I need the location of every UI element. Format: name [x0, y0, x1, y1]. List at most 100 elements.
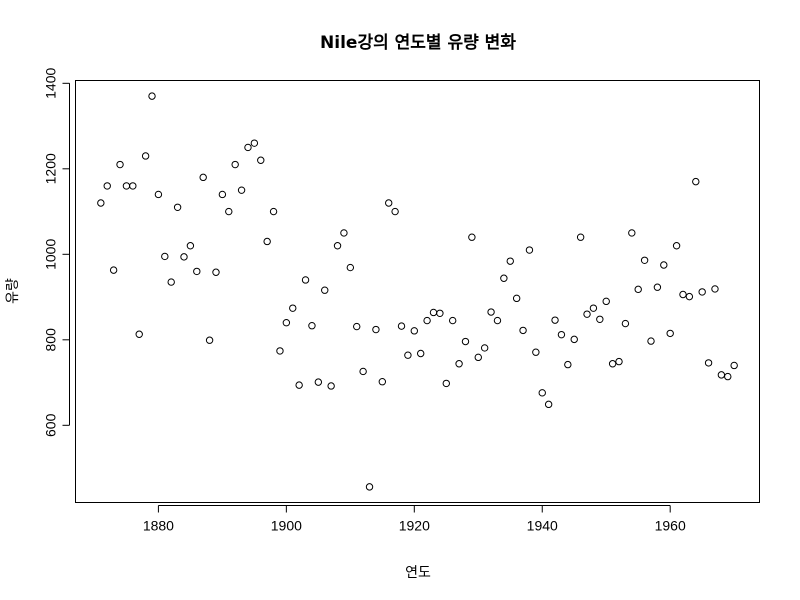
data-point [372, 325, 380, 334]
data-point [583, 310, 591, 318]
data-point [685, 292, 694, 301]
data-point [333, 242, 342, 250]
x-tick-label: 1960 [655, 518, 686, 534]
data-point [602, 297, 610, 306]
data-point [487, 308, 495, 316]
data-point [544, 400, 553, 409]
data-point [468, 233, 476, 241]
data-point [103, 182, 111, 190]
data-point [250, 139, 259, 147]
data-point [596, 315, 604, 323]
x-axis: 1880 1900 1920 1940 1960 [143, 505, 686, 534]
data-point [608, 360, 617, 368]
data-point [724, 372, 732, 381]
data-point [276, 347, 284, 355]
data-point [628, 229, 636, 237]
data-point [237, 186, 246, 194]
data-point [378, 378, 387, 386]
data-point [442, 379, 450, 388]
x-tick-label: 1920 [399, 518, 430, 534]
data-point [621, 319, 630, 328]
data-point [129, 182, 137, 190]
x-tick-label: 1900 [271, 518, 302, 534]
data-point [564, 360, 572, 369]
data-point [385, 199, 393, 207]
data-point [231, 160, 239, 169]
data-point [436, 309, 444, 318]
data-point [199, 173, 207, 182]
data-point [423, 316, 431, 325]
data-point [576, 233, 585, 241]
data-point [672, 242, 681, 250]
data-point [365, 483, 374, 491]
data-point [308, 322, 316, 330]
data-point [615, 357, 623, 366]
data-point [346, 263, 355, 272]
data-point [301, 276, 310, 284]
data-point [263, 237, 271, 246]
data-point [205, 336, 214, 344]
data-point [512, 294, 521, 303]
chart-title: Nile강의 연도별 유량 변화 [320, 33, 516, 53]
data-point [353, 322, 361, 331]
data-point [653, 283, 662, 291]
data-point [570, 335, 578, 344]
x-tick-label: 1880 [143, 518, 174, 534]
y-tick-label: 1000 [43, 239, 59, 270]
data-point [557, 330, 566, 339]
data-point [218, 190, 227, 199]
data-point [109, 266, 118, 274]
x-axis-label: 연도 [405, 565, 431, 581]
data-point [410, 327, 419, 335]
data-point [212, 268, 220, 276]
y-tick-label: 1200 [43, 153, 59, 184]
data-point [416, 349, 425, 358]
data-point [551, 316, 559, 324]
data-point [397, 322, 406, 330]
data-point [506, 257, 514, 265]
data-point [321, 286, 329, 294]
data-point [730, 361, 738, 370]
data-point [135, 330, 143, 338]
data-point [500, 274, 508, 282]
data-point [647, 337, 655, 345]
data-point [717, 371, 726, 379]
data-point [480, 344, 489, 352]
data-point [122, 182, 131, 190]
data-point [429, 308, 438, 317]
data-point [634, 285, 642, 294]
data-point [666, 329, 674, 338]
data-point [493, 316, 502, 325]
data-point [314, 378, 323, 386]
data-point [180, 253, 188, 261]
data-point [532, 348, 540, 356]
data-point [154, 190, 163, 199]
data-point [640, 256, 649, 264]
y-tick-label: 1400 [43, 68, 59, 99]
data-point [711, 285, 719, 293]
data-point [97, 199, 105, 207]
plot-area-border [75, 80, 760, 503]
data-point [269, 207, 278, 216]
data-point [698, 288, 706, 296]
data-point [660, 261, 668, 269]
data-point [589, 304, 598, 312]
data-point [289, 304, 297, 312]
data-point [679, 290, 687, 299]
data-point [173, 203, 182, 211]
y-tick-label: 800 [43, 328, 59, 352]
data-point [461, 337, 470, 346]
data-point [692, 177, 700, 186]
data-point [404, 351, 412, 359]
data-point [141, 152, 150, 160]
data-point [244, 143, 252, 152]
data-point [161, 252, 169, 261]
data-points [97, 92, 738, 491]
data-point [282, 319, 291, 327]
y-axis: 600 800 1000 1200 1400 [43, 68, 70, 437]
data-point [327, 382, 335, 390]
data-point [455, 360, 463, 368]
data-point [167, 278, 175, 286]
x-tick-label: 1940 [527, 518, 558, 534]
